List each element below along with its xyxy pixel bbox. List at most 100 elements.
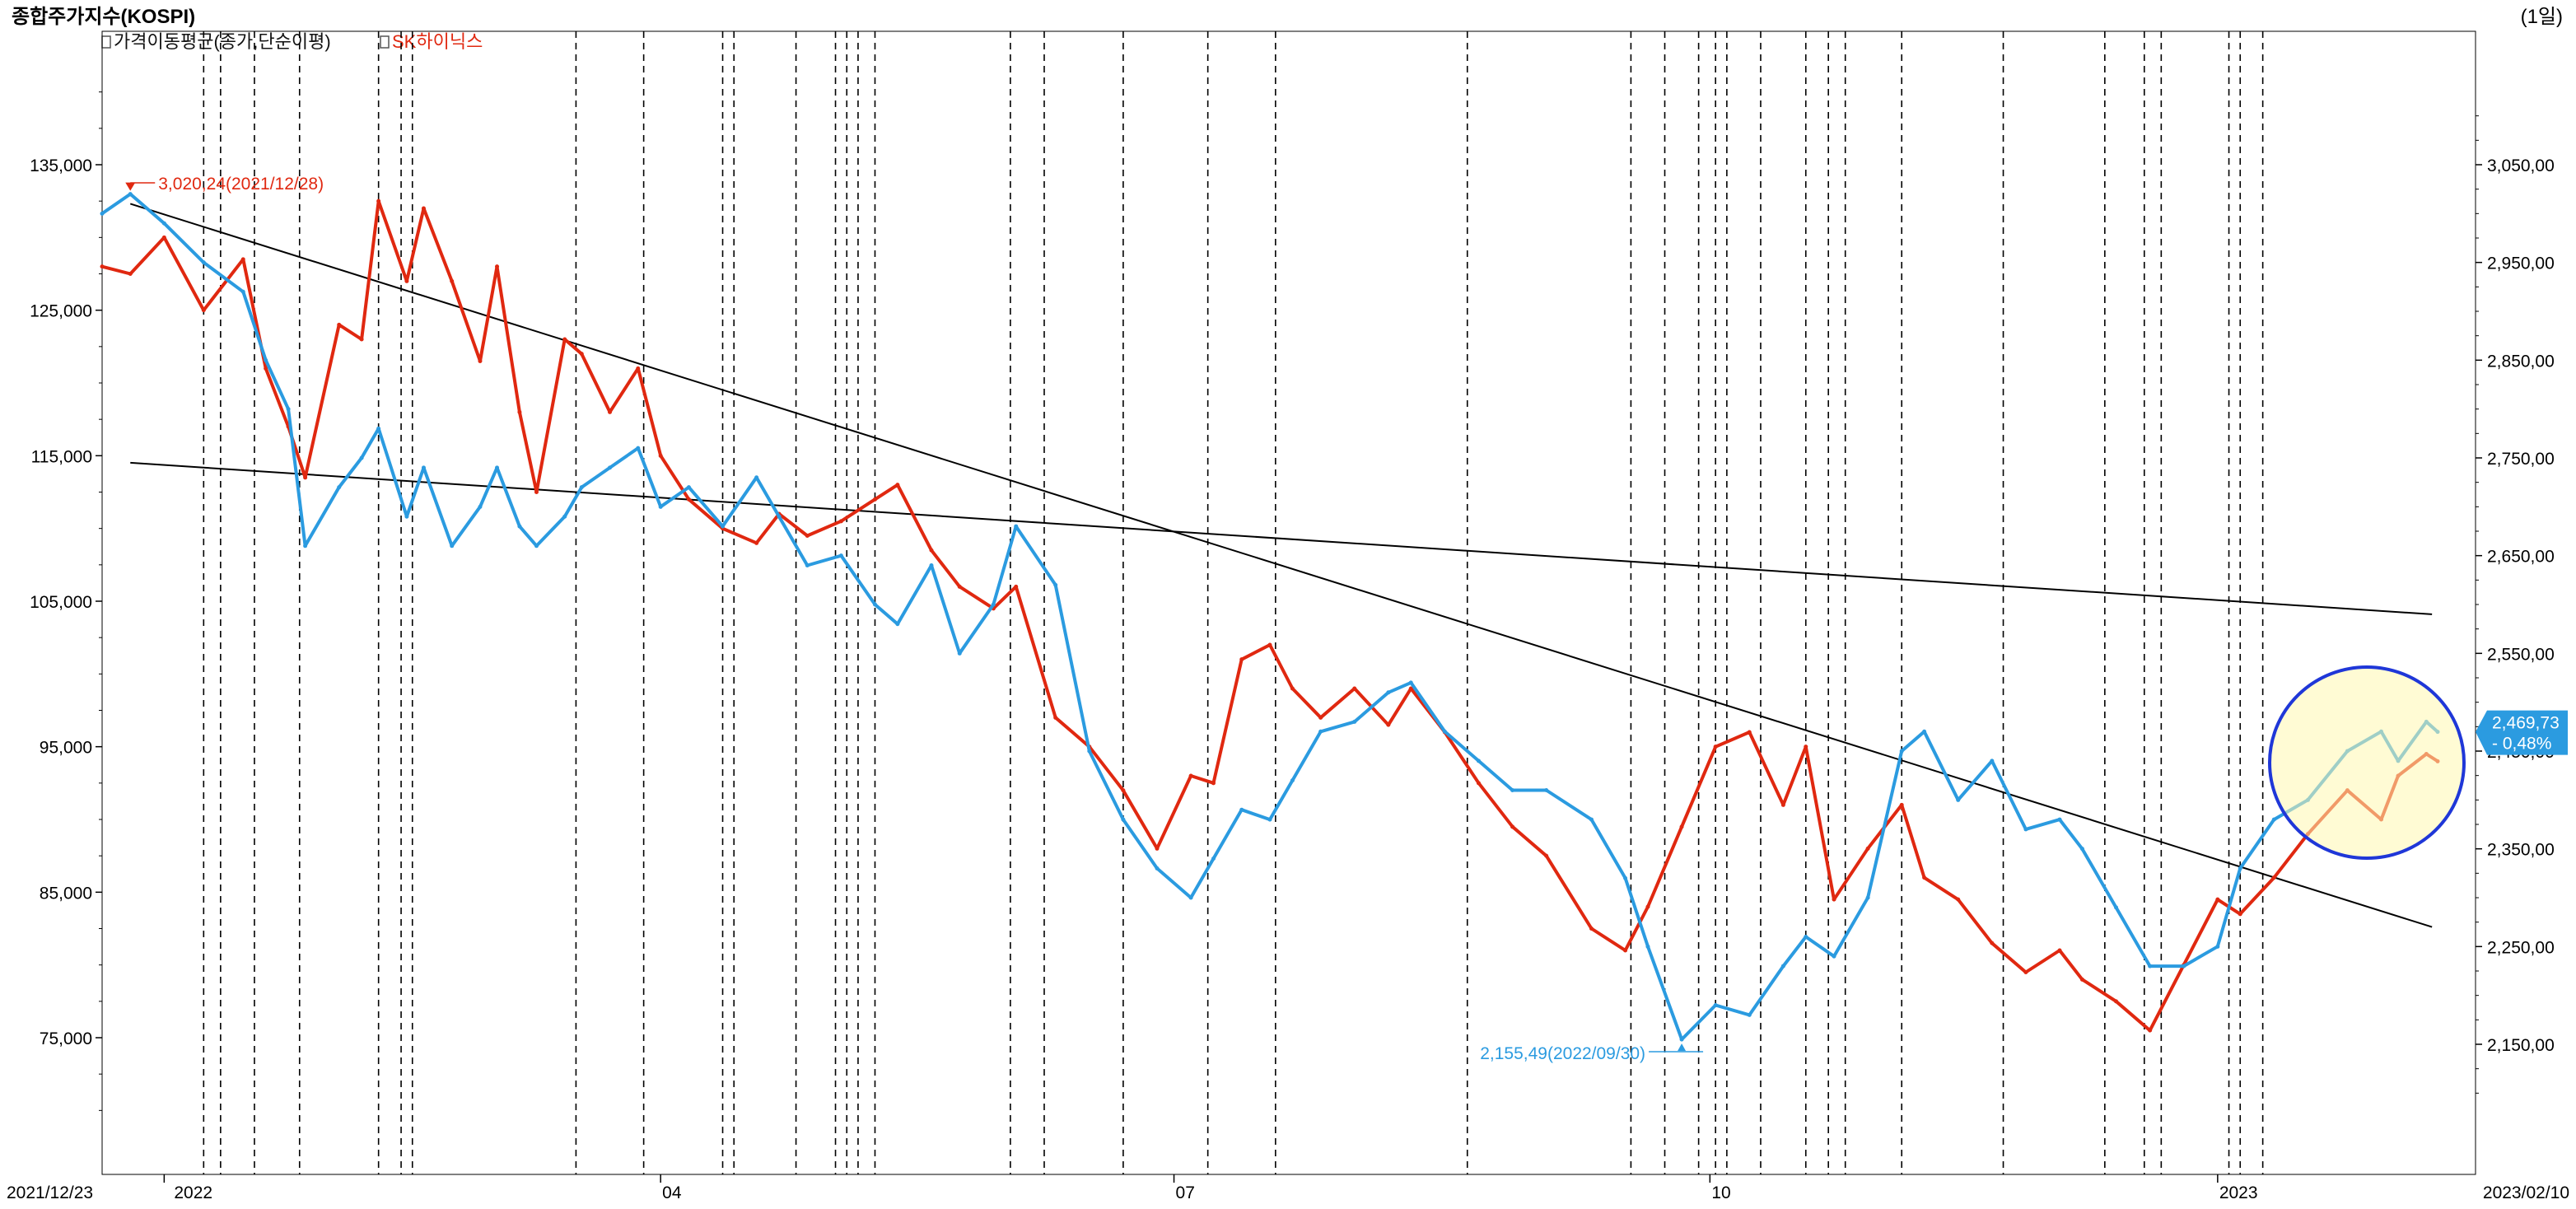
- data-point-skhynix: [1476, 781, 1481, 786]
- data-point-kospi: [1352, 719, 1357, 724]
- data-point-skhynix: [957, 584, 962, 589]
- data-point-skhynix: [1679, 824, 1684, 829]
- data-point-skhynix: [2079, 977, 2084, 982]
- right-tick-label: 2,250,00: [2487, 938, 2555, 957]
- data-point-skhynix: [929, 548, 934, 553]
- data-point-skhynix: [1211, 781, 1216, 786]
- data-point-kospi: [991, 602, 996, 607]
- data-point-kospi: [264, 357, 268, 362]
- annotations: 3,020,24(2021/12/28) 2,155,49(2022/09/30)…: [125, 175, 2568, 1063]
- data-point-kospi: [1408, 680, 1413, 685]
- right-axis: 3,050,00 2,950,00 2,850,00 2,750,00 2,650,00…: [2476, 115, 2555, 1094]
- highlight-circle: [2268, 665, 2466, 860]
- data-point-skhynix: [1155, 846, 1160, 851]
- data-point-kospi: [1014, 524, 1019, 529]
- data-point-kospi: [1990, 759, 1995, 763]
- data-point-skhynix: [2271, 875, 2276, 880]
- left-tick-label: 75,000: [40, 1029, 92, 1048]
- data-point-skhynix: [376, 198, 381, 203]
- x-tick-label: 04: [662, 1183, 682, 1202]
- data-point-kospi: [1476, 759, 1481, 763]
- data-point-kospi: [404, 514, 409, 519]
- vertical-markers: [203, 31, 2264, 1174]
- data-point-kospi: [1053, 582, 1058, 587]
- data-point-kospi: [337, 485, 342, 490]
- data-point-kospi: [1865, 895, 1870, 900]
- last-change-label: - 0,48%: [2492, 735, 2551, 754]
- data-point-skhynix: [1053, 715, 1058, 720]
- data-point-skhynix: [895, 483, 900, 488]
- data-point-skhynix: [1990, 941, 1995, 945]
- data-point-kospi: [1442, 729, 1447, 734]
- data-point-skhynix: [1645, 904, 1650, 909]
- left-tick-label: 85,000: [40, 884, 92, 903]
- data-point-skhynix: [2114, 999, 2119, 1004]
- data-point-kospi: [636, 446, 641, 450]
- data-point-kospi: [579, 485, 584, 490]
- data-point-kospi: [2079, 847, 2084, 852]
- x-axis: 2021/12/23 2022 04 07 10 2023 2023/02/10: [7, 1174, 2569, 1202]
- trendline: [129, 203, 2433, 928]
- data-point-kospi: [895, 622, 900, 627]
- data-point-skhynix: [201, 308, 206, 313]
- data-point-kospi: [534, 544, 539, 548]
- data-point-kospi: [1211, 857, 1216, 861]
- data-point-kospi: [1832, 954, 1836, 959]
- data-point-skhynix: [337, 322, 342, 327]
- data-point-skhynix: [1352, 686, 1357, 691]
- data-point-kospi: [286, 407, 291, 412]
- data-point-skhynix: [2057, 948, 2062, 953]
- data-point-kospi: [562, 514, 567, 519]
- data-point-kospi: [686, 485, 691, 490]
- data-point-kospi: [838, 553, 843, 558]
- data-point-kospi: [608, 465, 613, 470]
- right-tick-label: 3,050,00: [2487, 156, 2555, 175]
- data-point-skhynix: [1747, 730, 1752, 735]
- data-point-kospi: [478, 504, 483, 509]
- right-tick-label: 2,950,00: [2487, 254, 2555, 273]
- x-tick-label: 2021/12/23: [7, 1183, 93, 1202]
- data-point-skhynix: [1290, 686, 1295, 691]
- data-point-kospi: [100, 211, 105, 216]
- data-point-kospi: [1155, 866, 1160, 871]
- legend-marker-skhynix: [380, 35, 390, 49]
- period-label: (1일): [2521, 6, 2563, 28]
- data-point-kospi: [1589, 817, 1594, 822]
- data-point-skhynix: [1832, 897, 1836, 902]
- data-point-skhynix: [2238, 912, 2242, 917]
- right-tick-label: 2,850,00: [2487, 352, 2555, 371]
- data-point-skhynix: [1014, 584, 1019, 589]
- x-tick-label: 2023/02/10: [2483, 1183, 2569, 1202]
- chart-title: 종합주가지수(KOSPI): [12, 6, 195, 28]
- data-point-kospi: [1623, 875, 1628, 880]
- data-point-skhynix: [264, 366, 268, 371]
- data-point-kospi: [872, 602, 877, 607]
- data-point-kospi: [1544, 787, 1549, 792]
- data-point-kospi: [2023, 827, 2028, 832]
- data-point-kospi: [201, 260, 206, 265]
- data-point-kospi: [376, 426, 381, 431]
- data-point-skhynix: [608, 409, 613, 414]
- data-point-skhynix: [1865, 846, 1870, 851]
- data-point-skhynix: [1267, 642, 1272, 647]
- data-point-skhynix: [1121, 788, 1126, 793]
- data-point-skhynix: [2215, 897, 2220, 902]
- data-point-skhynix: [838, 519, 843, 524]
- data-point-skhynix: [636, 366, 641, 371]
- data-point-kospi: [1922, 729, 1927, 734]
- data-point-skhynix: [1713, 745, 1718, 749]
- last-value-badge: [2476, 710, 2568, 755]
- left-tick-label: 125,000: [30, 302, 92, 321]
- legend-marker-moving-average: [101, 35, 111, 49]
- data-point-skhynix: [686, 497, 691, 502]
- left-tick-label: 115,000: [31, 447, 92, 466]
- trendline: [130, 461, 2433, 615]
- left-axis: 135,000 125,000 115,000 105,000 95,000 85,000…: [30, 91, 102, 1111]
- data-point-kospi: [1290, 778, 1295, 783]
- data-point-kospi: [128, 192, 133, 197]
- data-point-skhynix: [1239, 657, 1244, 662]
- x-tick-label: 2023: [2219, 1183, 2258, 1202]
- data-point-kospi: [777, 514, 782, 519]
- data-point-kospi: [495, 465, 500, 470]
- x-tick-label: 10: [1711, 1183, 1730, 1202]
